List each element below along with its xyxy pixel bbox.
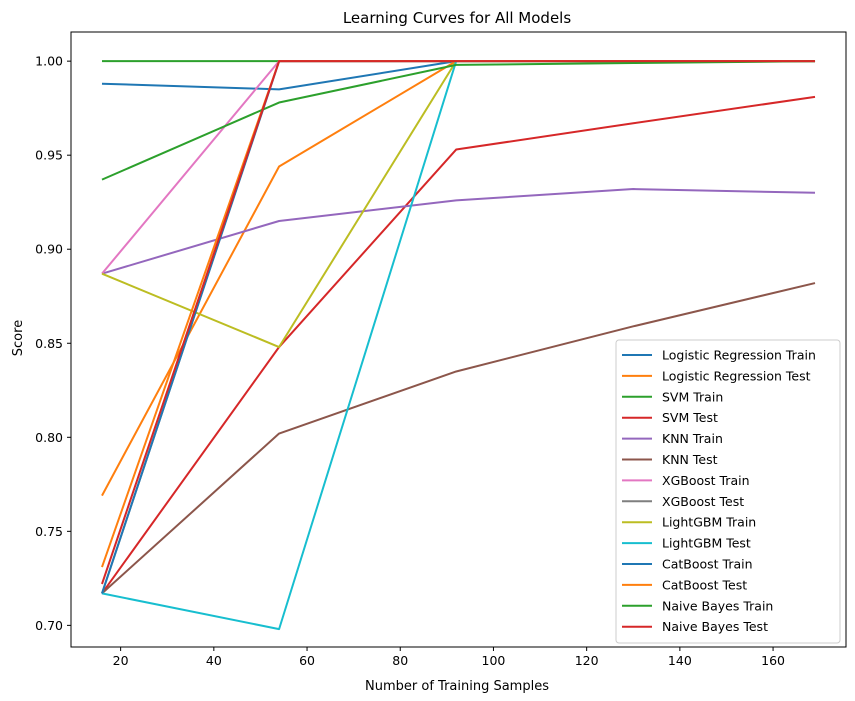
- y-tick-label: 0.90: [35, 242, 63, 257]
- legend-entry: LightGBM Test: [662, 536, 751, 551]
- legend-entry: Logistic Regression Train: [662, 348, 816, 363]
- series-line-3: [101, 95, 816, 594]
- x-axis-label: Number of Training Samples: [365, 679, 549, 694]
- plot-lines: [101, 60, 816, 631]
- series-line-12: [101, 60, 816, 181]
- x-tick-label: 160: [761, 653, 785, 668]
- series-line-13: [101, 60, 816, 585]
- chart-title: Learning Curves for All Models: [343, 9, 572, 27]
- y-tick-label: 1.00: [35, 54, 63, 69]
- legend-entry: SVM Train: [662, 389, 723, 404]
- legend-entry: Naive Bayes Train: [662, 598, 773, 613]
- legend-entry: CatBoost Test: [662, 577, 747, 592]
- x-tick-label: 40: [206, 653, 222, 668]
- y-tick-label: 0.80: [35, 430, 63, 445]
- legend-entry: Logistic Regression Test: [662, 368, 811, 383]
- legend-entry: XGBoost Train: [662, 473, 750, 488]
- x-tick-label: 60: [299, 653, 315, 668]
- legend-entry: CatBoost Train: [662, 557, 753, 572]
- x-tick-label: 100: [482, 653, 506, 668]
- series-line-8: [101, 60, 816, 349]
- plot-frame: [70, 31, 847, 648]
- x-tick-label: 140: [668, 653, 692, 668]
- y-tick-label: 0.70: [35, 618, 63, 633]
- x-tick-label: 20: [113, 653, 129, 668]
- x-tick-label: 120: [575, 653, 599, 668]
- legend-entry: XGBoost Test: [662, 494, 744, 509]
- legend-box: [615, 339, 841, 644]
- legend-entry: LightGBM Train: [662, 515, 756, 530]
- y-tick-label: 0.95: [35, 148, 63, 163]
- series-line-5: [101, 282, 816, 595]
- y-tick-label: 0.75: [35, 524, 63, 539]
- legend-entry: KNN Test: [662, 452, 718, 467]
- y-axis-label: Score: [11, 320, 26, 356]
- legend-entry: SVM Test: [662, 410, 718, 425]
- axis-ticks: 20 40 60 80 100 120 140 160 0.70 0.75 0.80 0.85 0.90…: [35, 54, 785, 668]
- x-tick-label: 80: [392, 653, 408, 668]
- y-tick-label: 0.85: [35, 336, 63, 351]
- legend: Logistic Regression Train Logistic Regres…: [615, 339, 841, 644]
- legend-entry: Naive Bayes Test: [662, 619, 768, 634]
- legend-entry: KNN Train: [662, 431, 723, 446]
